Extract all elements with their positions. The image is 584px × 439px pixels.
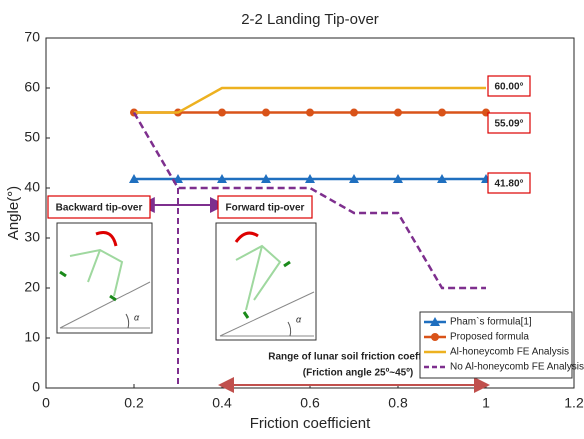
marker (306, 109, 314, 117)
y-tick-label: 30 (24, 229, 40, 245)
legend-label: Al-honeycomb FE Analysis (450, 347, 569, 358)
marker (218, 109, 226, 117)
marker (350, 109, 358, 117)
x-tick-label: 0.6 (300, 395, 320, 411)
x-tick-label: 1 (482, 395, 490, 411)
legend-label: No Al-honeycomb FE Analysis (450, 362, 584, 373)
x-tick-label: 0 (42, 395, 50, 411)
y-tick-label: 40 (24, 179, 40, 195)
y-axis-label: Angle(°) (5, 186, 22, 240)
page: {"chart_data": {"type": "line", "title":… (0, 0, 584, 439)
legend-label: Proposed formula (450, 332, 529, 343)
legend: Pham`s formula[1] Proposed formula Al-hone… (420, 312, 584, 378)
annotation: 60.00° (494, 82, 523, 93)
annotation: (Friction angle 25º~45º) (303, 368, 413, 379)
y-tick-label: 60 (24, 79, 40, 95)
marker (262, 109, 270, 117)
x-tick-label: 0.2 (124, 395, 144, 411)
y-tick-label: 10 (24, 329, 40, 345)
y-tick-label: 0 (32, 379, 40, 395)
annotation: Backward tip-over (56, 203, 143, 214)
legend-label: Pham`s formula[1] (450, 316, 532, 328)
marker (438, 109, 446, 117)
legend-marker (431, 333, 439, 341)
chart-title: 2-2 Landing Tip-over (241, 11, 379, 28)
x-tick-label: 0.8 (388, 395, 408, 411)
annotation: 55.09° (494, 119, 523, 130)
inset-label: α (134, 312, 140, 322)
x-tick-label: 0.4 (212, 395, 232, 411)
y-tick-label: 50 (24, 129, 40, 145)
chart: 2-2 Landing Tip-over Friction coefficien… (0, 0, 584, 439)
x-tick-label: 1.2 (564, 395, 584, 411)
y-tick-label: 20 (24, 279, 40, 295)
marker (394, 109, 402, 117)
x-axis-label: Friction coefficient (250, 415, 371, 432)
y-tick-label: 70 (24, 29, 40, 45)
annotation: 41.80° (494, 179, 523, 190)
inset-label: α (296, 314, 302, 324)
annotation: Forward tip-over (226, 203, 305, 214)
